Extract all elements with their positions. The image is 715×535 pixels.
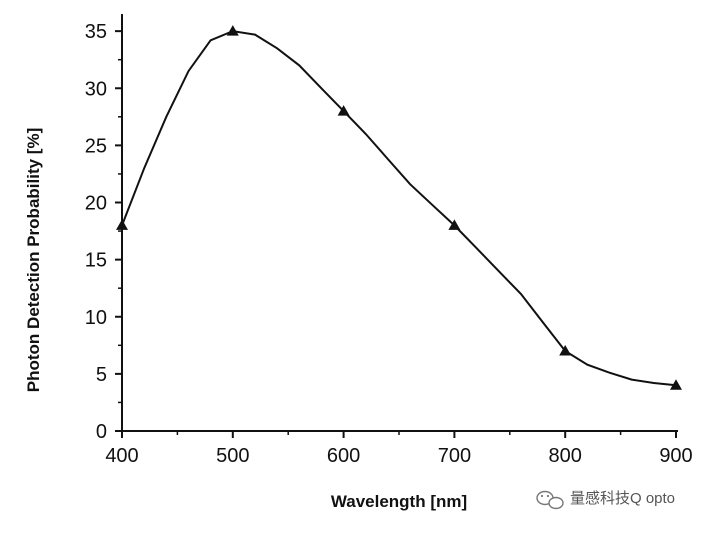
- pdp-curve-line: [121, 30, 677, 387]
- y-tick-label: 20: [85, 193, 107, 215]
- tick-labels-layer: 0 5 10 15 20 25 30 35 400 500 600 700 800 900: [85, 21, 693, 467]
- y-tick-label: 15: [85, 250, 107, 272]
- axes-layer: [121, 14, 678, 432]
- y-tick-label: 0: [96, 421, 107, 443]
- data-point-marker: [337, 105, 350, 116]
- x-tick-label: 800: [549, 445, 582, 467]
- y-tick-label: 10: [85, 307, 107, 329]
- y-axis-title: Photon Detection Probability [%]: [24, 128, 43, 392]
- y-tick-label: 5: [96, 364, 107, 386]
- x-tick-label: 900: [659, 445, 692, 467]
- data-point-marker: [116, 219, 128, 230]
- data-point-marker: [670, 379, 682, 390]
- markers-layer: [116, 25, 682, 390]
- ticks-layer: [115, 30, 677, 438]
- y-tick-label: 25: [85, 135, 107, 157]
- data-point-marker: [559, 345, 572, 356]
- x-tick-label: 700: [438, 445, 471, 467]
- x-axis-title: Wavelength [nm]: [331, 492, 467, 511]
- data-point-marker: [226, 25, 239, 36]
- y-tick-label: 35: [85, 21, 107, 43]
- watermark: 量感科技Q opto: [536, 490, 675, 510]
- x-tick-label: 600: [327, 445, 360, 467]
- x-tick-label: 400: [105, 445, 138, 467]
- x-tick-label: 500: [216, 445, 249, 467]
- wechat-icon: [536, 490, 564, 510]
- watermark-text: 量感科技Q opto: [570, 490, 675, 507]
- data-point-marker: [448, 219, 461, 230]
- y-tick-label: 30: [85, 78, 107, 100]
